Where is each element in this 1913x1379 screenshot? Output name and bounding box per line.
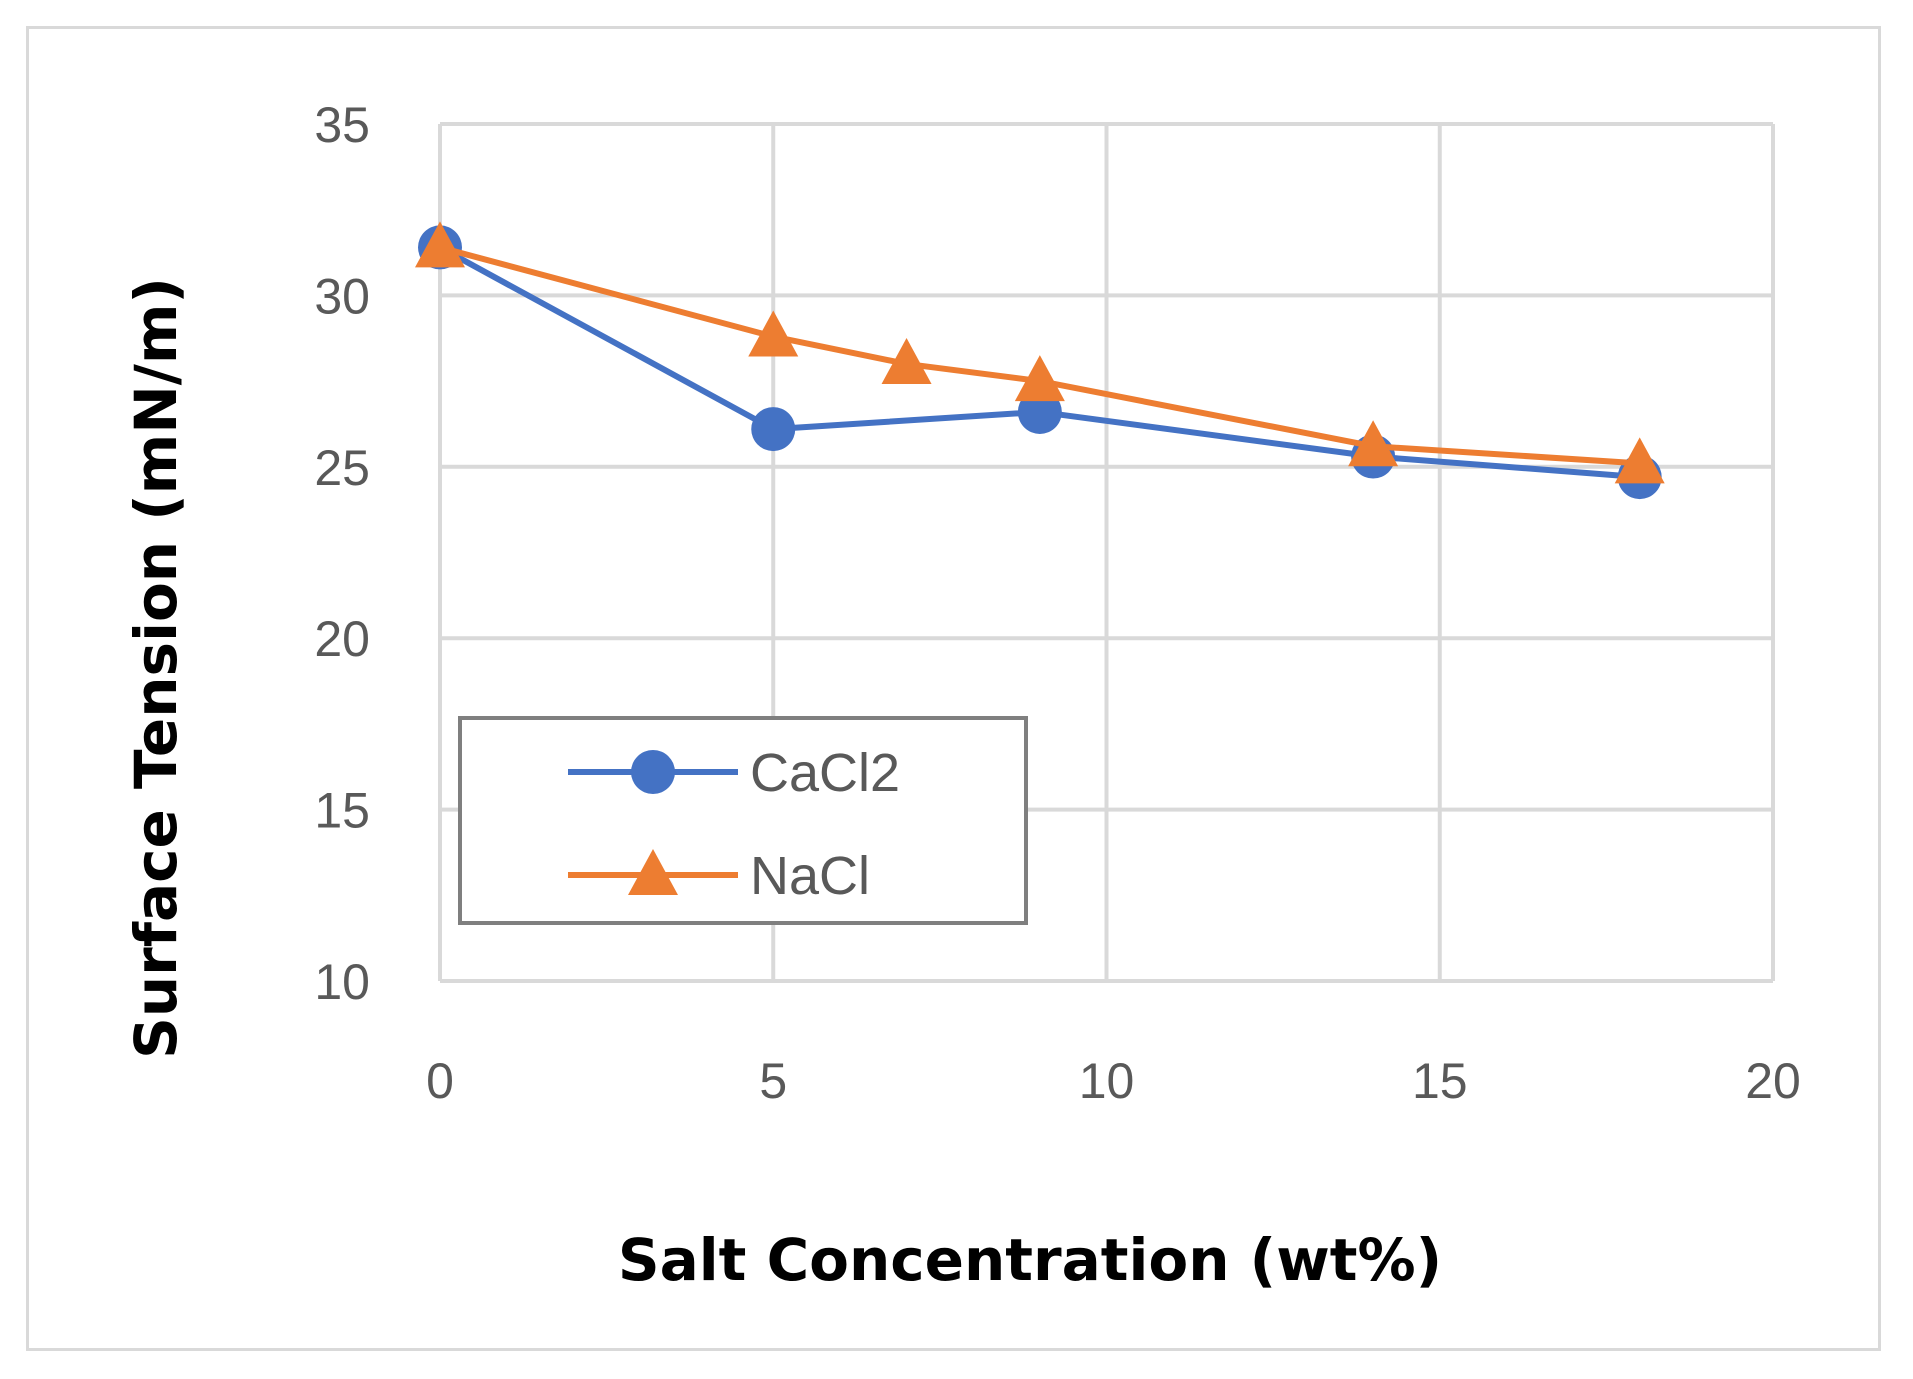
data-point-circle (751, 407, 796, 452)
legend-box (458, 716, 1028, 925)
y-tick-label: 30 (314, 268, 370, 324)
data-point-triangle (415, 221, 465, 268)
y-axis-title: Surface Tension (mN/m) (122, 277, 190, 1059)
x-tick-label: 10 (1079, 1053, 1135, 1109)
x-tick-label: 15 (1412, 1053, 1468, 1109)
series-layer (415, 221, 1665, 500)
legend-marker (628, 849, 678, 895)
x-tick-label: 0 (426, 1053, 454, 1109)
data-point-triangle (1014, 355, 1065, 402)
legend: CaCl2 NaCl (458, 716, 1028, 925)
x-tick-label: 20 (1745, 1053, 1801, 1109)
data-point-triangle (748, 310, 799, 357)
data-point-triangle (1614, 437, 1665, 484)
y-tick-label: 35 (314, 97, 370, 153)
series-line (439, 244, 1640, 467)
legend-label: NaCl (750, 846, 870, 906)
y-tick-label: 25 (314, 440, 370, 496)
y-tick-label: 15 (314, 783, 370, 839)
legend-label: CaCl2 (750, 743, 900, 803)
chart-frame (26, 26, 1881, 1351)
legend-marker (631, 750, 675, 794)
series-NaCl (415, 221, 1665, 484)
tick-labels: 10 15 20 25 30 35 0 5 10 15 20 (314, 97, 1800, 1109)
x-tick-label: 5 (759, 1053, 787, 1109)
x-axis-title: Salt Concentration (wt%) (618, 1226, 1442, 1294)
y-tick-label: 20 (314, 611, 370, 667)
data-point-triangle (881, 337, 932, 384)
data-point-triangle (1348, 420, 1399, 467)
y-tick-label: 10 (314, 954, 370, 1010)
